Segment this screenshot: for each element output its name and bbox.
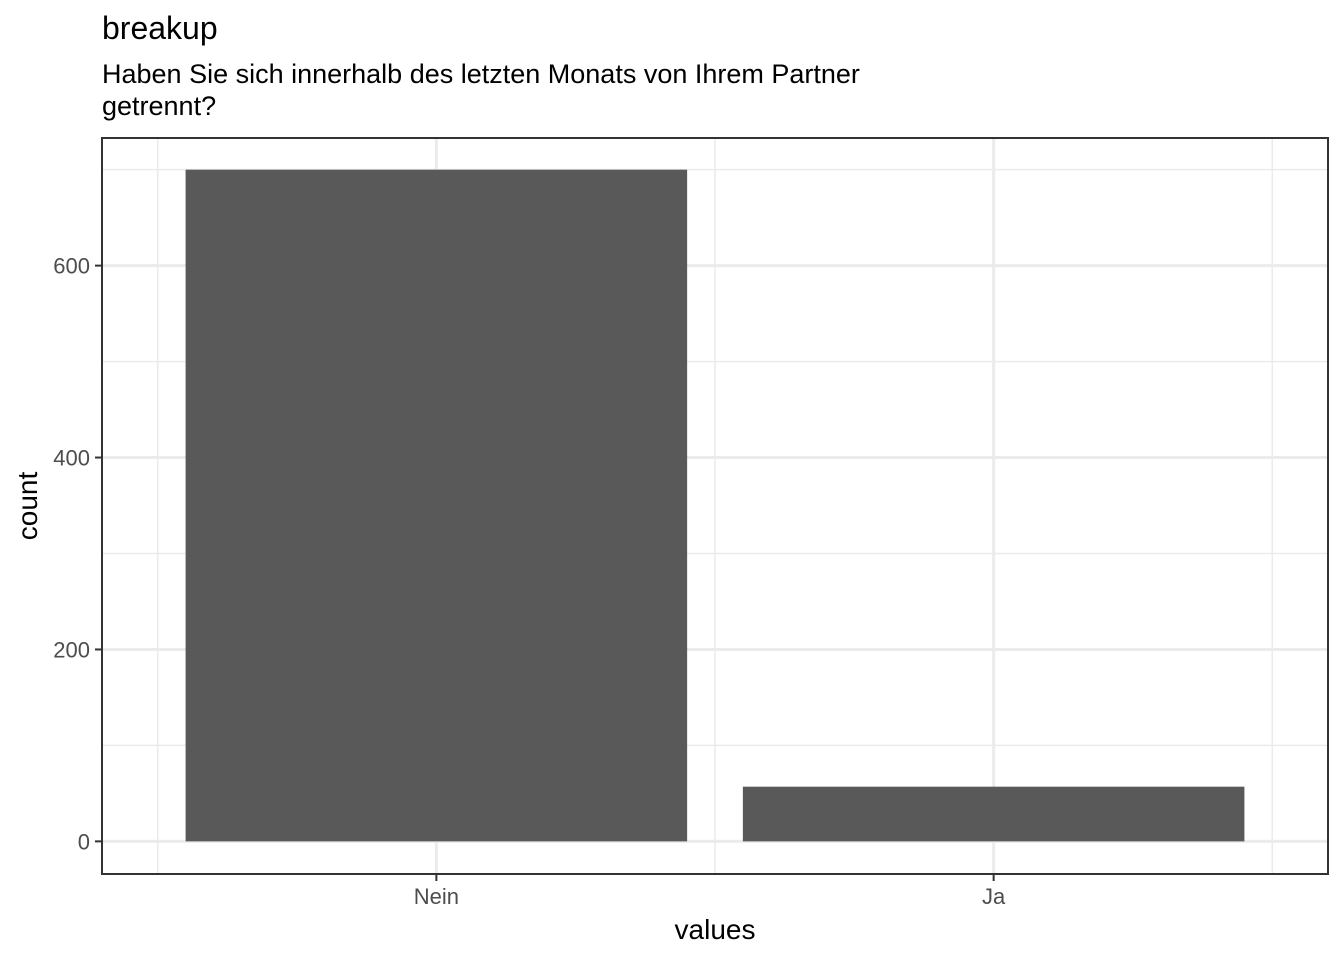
y-axis: 0 200 400 600 [53,254,102,854]
x-tick-label: Nein [414,884,459,909]
y-tick-label: 200 [53,637,90,662]
x-tick-label: Ja [982,884,1006,909]
bar-ja [742,786,1245,842]
plot-border [101,137,1329,875]
bars [185,169,1245,842]
chart-subtitle: Haben Sie sich innerhalb des letzten Mon… [102,59,860,121]
x-axis-label: values [675,914,756,945]
y-tick-label: 0 [78,829,90,854]
y-axis-label: count [12,472,43,541]
y-tick-label: 400 [53,446,90,471]
bar-nein [185,169,688,842]
x-axis: Nein Ja [414,874,1006,909]
chart-title: breakup [102,10,218,46]
y-tick-label: 600 [53,254,90,279]
